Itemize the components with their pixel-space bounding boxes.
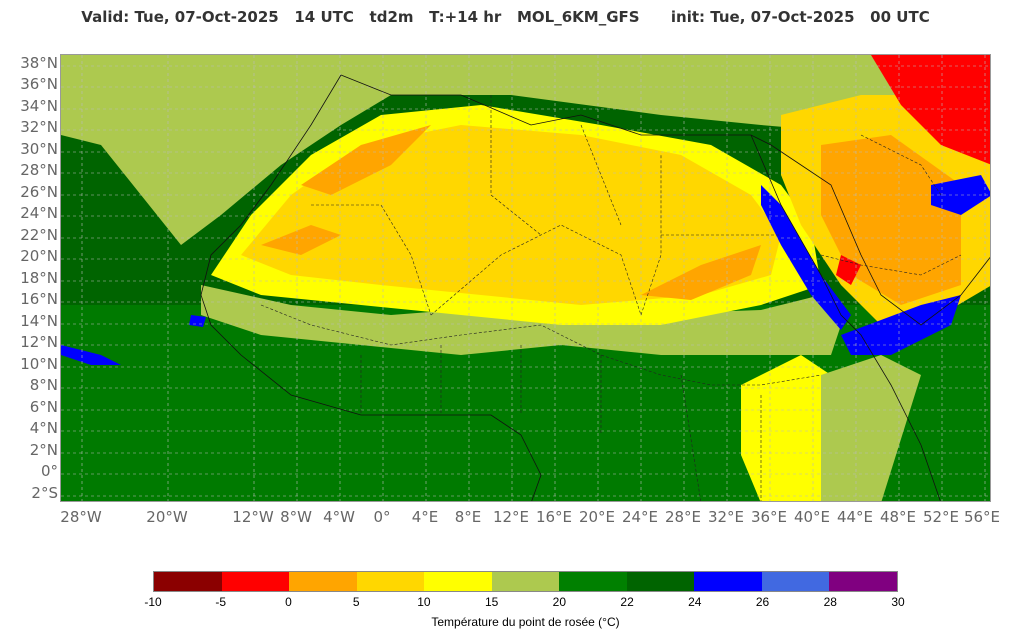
colorbar-segment: [154, 572, 222, 591]
lon-label: 8°W: [280, 508, 312, 526]
lon-label: 48°E: [879, 508, 917, 526]
lat-label: 2°N: [29, 441, 58, 459]
colorbar-segment: [356, 572, 425, 591]
colorbar-segment: [289, 572, 357, 591]
lat-label: 32°N: [20, 118, 58, 136]
colorbar-tick-label: 26: [755, 595, 770, 609]
lon-label: 24°E: [621, 508, 659, 526]
colorbar-tick-label: 22: [620, 595, 634, 609]
lon-label: 0°: [373, 508, 391, 526]
atlantic-blue-spot: [61, 345, 121, 365]
lat-label: 36°N: [20, 75, 58, 93]
dewpoint-map: [61, 55, 990, 501]
red-sea-blue: [761, 185, 851, 330]
lon-label: 52°E: [922, 508, 960, 526]
sahara-orange-west: [261, 225, 341, 255]
lon-label: 20°E: [578, 508, 616, 526]
lat-label: 38°N: [20, 54, 58, 72]
lon-label: 28°E: [664, 508, 702, 526]
lon-label: 56°E: [963, 508, 1001, 526]
colorbar-tick-label: 30: [891, 595, 905, 609]
lon-label: 12°E: [492, 508, 530, 526]
colorbar-tick-label: 0: [285, 595, 292, 609]
lat-label: 2°S: [31, 484, 58, 502]
colorbar: [153, 571, 898, 592]
colorbar-segment: [559, 572, 627, 591]
senegal-blue-spot: [189, 315, 206, 327]
colorbar-segment: [694, 572, 762, 591]
colorbar-tick-label: 5: [352, 595, 360, 609]
lon-label: 32°E: [707, 508, 745, 526]
lon-label: 4°W: [323, 508, 355, 526]
sahara-orange-north: [301, 125, 431, 195]
arabia-red-patch: [836, 255, 861, 285]
country-borders: [260, 95, 962, 501]
colorbar-segment: [829, 572, 898, 591]
colorbar-tick-label: 15: [484, 595, 499, 609]
lat-label: 20°N: [20, 247, 58, 265]
lat-label: 14°N: [20, 312, 58, 330]
lat-label: 34°N: [20, 97, 58, 115]
colorbar-tick-label: -10: [144, 595, 162, 609]
lat-label: 10°N: [20, 355, 58, 373]
sahara-orange-east: [641, 245, 761, 300]
lat-label: 22°N: [20, 226, 58, 244]
lat-label: 12°N: [20, 333, 58, 351]
map-area: [60, 54, 991, 502]
lon-label: 36°E: [750, 508, 788, 526]
lon-label: 44°E: [836, 508, 874, 526]
coastlines: [200, 74, 990, 501]
gulf-of-aden-blue: [841, 295, 961, 355]
mediterranean-band: [61, 55, 990, 245]
lat-label: 24°N: [20, 204, 58, 222]
map-title: Valid: Tue, 07-Oct-2025 14 UTC td2m T:+1…: [81, 8, 930, 26]
iran-red: [871, 55, 990, 165]
colorbar-tick-label: 10: [417, 595, 431, 609]
colorbar-tick-label: 28: [823, 595, 837, 609]
persian-gulf-blue: [931, 175, 990, 215]
lon-label: 16°E: [535, 508, 573, 526]
lat-label: 16°N: [20, 290, 58, 308]
colorbar-tick-label: 20: [552, 595, 567, 609]
lat-label: 30°N: [20, 140, 58, 158]
colorbar-segment: [761, 572, 830, 591]
lat-label: 4°N: [29, 419, 58, 437]
lat-label: 8°N: [29, 376, 58, 394]
lon-label: 20°W: [146, 508, 188, 526]
lat-label: 18°N: [20, 269, 58, 287]
lon-label: 8°E: [454, 508, 482, 526]
colorbar-title: Température du point de rosée (°C): [431, 615, 620, 629]
horn-africa-olive: [821, 355, 921, 501]
lat-label: 28°N: [20, 161, 58, 179]
colorbar-segment: [221, 572, 290, 591]
lon-label: 28°W: [60, 508, 102, 526]
lat-label: 26°N: [20, 183, 58, 201]
colorbar-segment: [626, 572, 695, 591]
lon-label: 4°E: [411, 508, 439, 526]
lon-label: 12°W: [232, 508, 274, 526]
lon-label: 40°E: [793, 508, 831, 526]
colorbar-tick-label: 24: [688, 595, 702, 609]
colorbar-segment: [491, 572, 560, 591]
colorbar-segment: [424, 572, 492, 591]
colorbar-tick-label: -5: [215, 595, 227, 609]
graticule: [61, 55, 990, 501]
lat-label: 6°N: [29, 398, 58, 416]
east-africa-yellow: [741, 355, 831, 501]
lat-label: 0°: [40, 462, 58, 480]
